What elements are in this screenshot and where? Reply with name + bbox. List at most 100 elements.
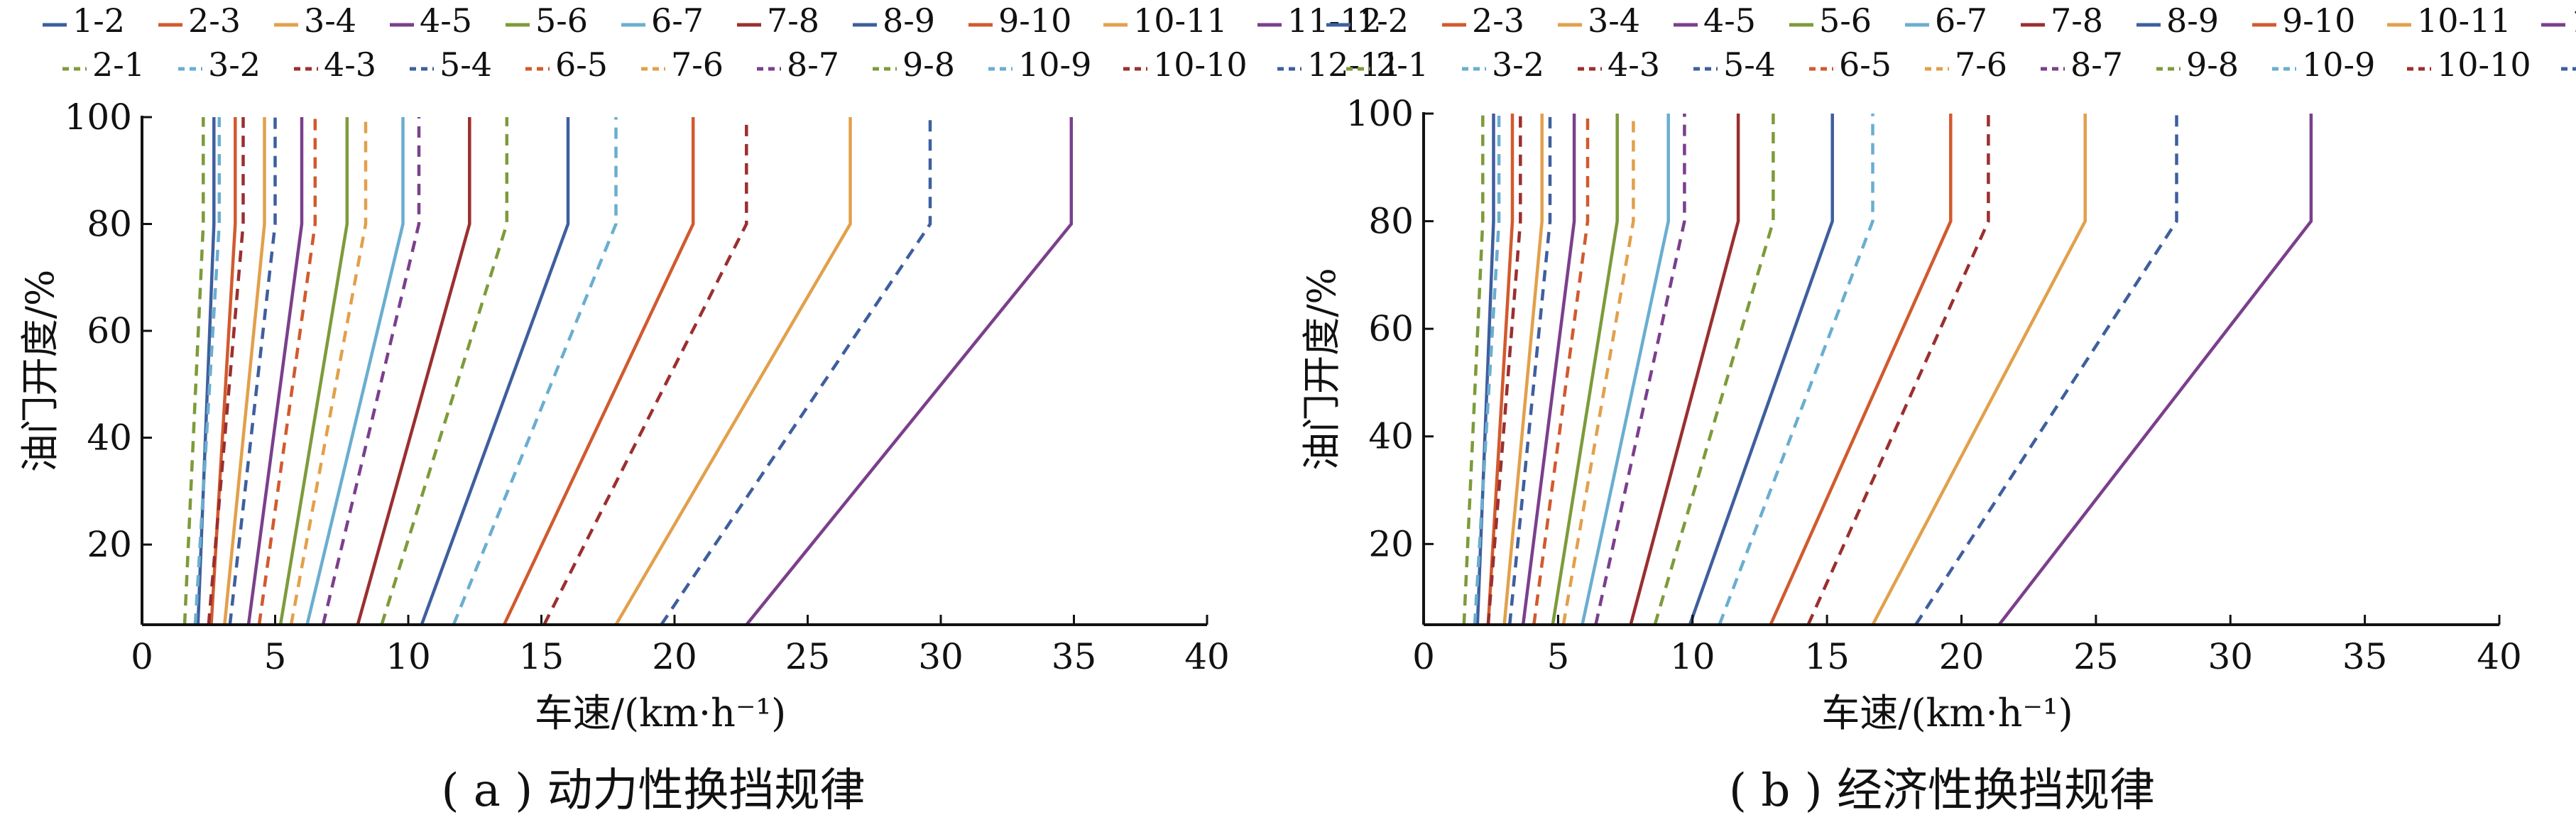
legend-label-1-2-solid: 1-2: [72, 1, 125, 40]
series-line-6-5-dashed: [1532, 114, 1590, 625]
x-axis-label: 车速/(km·h⁻¹): [1821, 691, 2073, 735]
y-tick-label-100: 100: [1346, 93, 1414, 134]
x-tick-label-15: 15: [519, 636, 564, 677]
series-line-3-2-dashed: [1473, 114, 1501, 625]
x-tick-label-35: 35: [2342, 636, 2388, 677]
series-line-8-7-dashed: [321, 117, 421, 625]
legend-1: 1-2 2-3 3-4 4-5 5-6 6-7 7-8 8-9 9-10 10-11 11-12 2-…: [43, 1, 1402, 84]
legend-label-10-9-dashed: 10-9: [2302, 45, 2375, 84]
x-tick-label-5: 5: [1546, 636, 1569, 677]
series-line-10-10-dashed: [1806, 114, 1990, 625]
series-line-6-7-solid: [305, 117, 405, 625]
series-line-6-7-solid: [1581, 114, 1670, 625]
x-tick-label-0: 0: [1412, 636, 1435, 677]
x-tick-label-20: 20: [1939, 636, 1985, 677]
series-line-8-9-solid: [1688, 114, 1834, 625]
x-tick-label-35: 35: [1052, 636, 1097, 677]
legend-label-7-8-solid: 7-8: [767, 1, 819, 40]
legend-label-1-2-solid: 1-2: [1356, 1, 1409, 40]
legend-label-8-7-dashed: 8-7: [2070, 45, 2123, 84]
x-tick-label-30: 30: [918, 636, 964, 677]
series-line-11-12-solid: [745, 117, 1074, 625]
legend-label-3-2-dashed: 3-2: [1492, 45, 1544, 84]
series-line-5-4-dashed: [1507, 114, 1552, 625]
legend-label-6-7-solid: 6-7: [1935, 1, 1987, 40]
legend-2: 1-2 2-3 3-4 4-5 5-6 6-7 7-8 8-9 9-10 10-11 11-12 2-…: [1326, 1, 2576, 84]
x-tick-label-15: 15: [1804, 636, 1850, 677]
y-tick-label-20: 20: [87, 524, 132, 565]
legend-label-9-10-solid: 9-10: [998, 1, 1071, 40]
legend-label-7-8-solid: 7-8: [2051, 1, 2103, 40]
x-tick-label-30: 30: [2207, 636, 2253, 677]
legend-label-7-6-dashed: 7-6: [1955, 45, 2007, 84]
legend-label-5-6-solid: 5-6: [1819, 1, 1872, 40]
series-line-4-3-dashed: [1486, 114, 1522, 625]
series-line-10-10-dashed: [542, 117, 748, 625]
series-line-9-8-dashed: [380, 117, 509, 625]
series-line-8-7-dashed: [1594, 114, 1686, 625]
series-line-10-11-solid: [1871, 114, 2087, 625]
legend-label-10-11-solid: 10-11: [2417, 1, 2511, 40]
x-tick-label-10: 10: [1670, 636, 1715, 677]
legend-label-10-10-dashed: 10-10: [1153, 45, 1248, 84]
y-tick-label-100: 100: [65, 97, 132, 138]
legend-label-10-11-solid: 10-11: [1133, 1, 1228, 40]
y-tick-label-80: 80: [87, 204, 132, 245]
x-tick-label-25: 25: [2073, 636, 2119, 677]
y-tick-label-80: 80: [1368, 201, 1414, 242]
legend-label-2-1-dashed: 2-1: [1376, 45, 1429, 84]
series-line-12-11-dashed: [1914, 114, 2178, 625]
series-line-4-5-solid: [246, 117, 304, 625]
series-line-7-8-solid: [356, 117, 471, 625]
y-tick-label-20: 20: [1368, 523, 1414, 564]
y-tick-label-40: 40: [1368, 416, 1414, 457]
legend-label-6-5-dashed: 6-5: [555, 45, 608, 84]
y-tick-label-40: 40: [87, 417, 132, 459]
series-line-3-4-solid: [223, 117, 266, 625]
legend-label-9-8-dashed: 9-8: [902, 45, 955, 84]
series-line-9-10-solid: [1769, 114, 1953, 625]
series-group-2: [1462, 114, 2313, 625]
legend-label-12-11-dashed: 12-11: [1307, 45, 1402, 84]
series-line-7-6-dashed: [1561, 114, 1635, 625]
y-axis-label: 油门开度/%: [1299, 268, 1344, 471]
legend-label-7-6-dashed: 7-6: [671, 45, 724, 84]
legend-label-10-9-dashed: 10-9: [1018, 45, 1091, 84]
legend-label-9-8-dashed: 9-8: [2186, 45, 2239, 84]
series-line-3-4-solid: [1502, 114, 1544, 625]
legend-label-2-3-solid: 2-3: [188, 1, 241, 40]
y-axis-label: 油门开度/%: [18, 270, 62, 473]
series-line-10-9-dashed: [1718, 114, 1874, 625]
y-tick-label-60: 60: [87, 310, 132, 351]
series-line-12-11-dashed: [660, 117, 932, 625]
x-tick-label-5: 5: [264, 636, 287, 677]
legend-label-3-4-solid: 3-4: [1588, 1, 1640, 40]
series-line-2-1-dashed: [1462, 114, 1485, 625]
legend-label-5-4-dashed: 5-4: [440, 45, 492, 84]
series-line-10-11-solid: [614, 117, 852, 625]
x-tick-label-25: 25: [785, 636, 831, 677]
legend-label-11-12-solid: 11-12: [1287, 1, 1382, 40]
series-line-8-9-solid: [420, 117, 570, 625]
x-tick-label-40: 40: [1184, 636, 1230, 677]
series-line-7-6-dashed: [289, 117, 368, 625]
legend-label-8-7-dashed: 8-7: [787, 45, 839, 84]
legend-label-10-10-dashed: 10-10: [2437, 45, 2531, 84]
series-line-5-4-dashed: [228, 117, 277, 625]
x-tick-label-20: 20: [652, 636, 697, 677]
series-line-7-8-solid: [1629, 114, 1740, 625]
legend-label-11-12-solid: 11-12: [2571, 1, 2576, 40]
series-line-2-3-solid: [209, 117, 237, 625]
series-line-9-8-dashed: [1653, 114, 1775, 625]
series-line-9-10-solid: [502, 117, 695, 625]
legend-label-6-7-solid: 6-7: [651, 1, 704, 40]
legend-label-2-1-dashed: 2-1: [92, 45, 145, 84]
x-tick-label-0: 0: [131, 636, 153, 677]
legend-label-4-3-dashed: 4-3: [324, 45, 376, 84]
legend-label-8-9-solid: 8-9: [883, 1, 935, 40]
legend-label-4-5-solid: 4-5: [1703, 1, 1756, 40]
legend-label-6-5-dashed: 6-5: [1839, 45, 1892, 84]
series-line-1-2-solid: [196, 117, 216, 625]
